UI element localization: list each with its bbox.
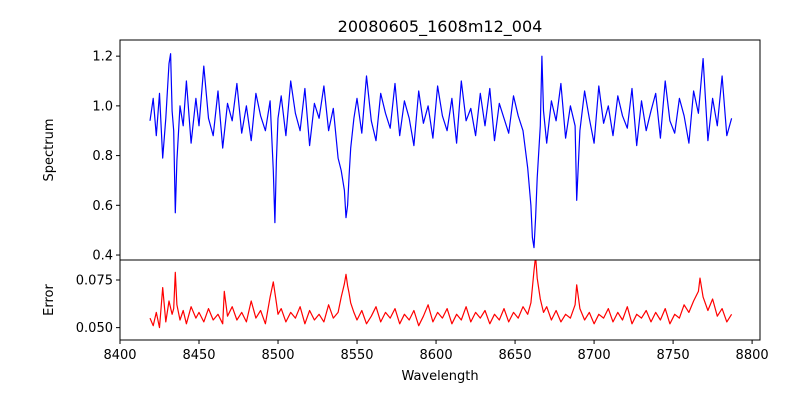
x-tick-label: 8700 (578, 348, 611, 363)
spectrum-y-tick-label: 0.8 (92, 149, 113, 164)
x-tick-label: 8450 (182, 348, 215, 363)
spectrum-y-tick-label: 1.0 (92, 99, 113, 114)
x-tick-label: 8650 (499, 348, 532, 363)
error-y-axis-label: Error (42, 284, 57, 316)
spectrum-y-tick-label: 1.2 (92, 50, 113, 65)
spectrum-axes-frame (119, 39, 761, 261)
x-tick-label: 8600 (420, 348, 453, 363)
x-tick-label: 8550 (340, 348, 373, 363)
x-axis-label: Wavelength (401, 369, 478, 384)
spectrum-y-ticks: 0.4 0.6 0.8 1.0 1.2 (92, 50, 120, 264)
error-ticks: 0.050 0.075 8400 8450 8500 8550 8600 8650 8700 87… (76, 274, 769, 364)
chart-title: 20080605_1608m12_004 (338, 17, 543, 37)
spectrum-y-axis-label: Spectrum (42, 119, 57, 182)
spectrum-y-tick-label: 0.4 (92, 249, 113, 264)
error-series-line (149, 260, 733, 329)
error-y-tick-label: 0.050 (76, 321, 113, 336)
error-plot-area (149, 260, 733, 329)
x-tick-label: 8800 (736, 348, 769, 363)
error-y-tick-label: 0.075 (76, 274, 113, 289)
error-axes-frame (119, 259, 761, 341)
spectrum-series-line (149, 53, 733, 249)
x-tick-label: 8400 (103, 348, 136, 363)
x-tick-label: 8500 (261, 348, 294, 363)
spectrum-y-tick-label: 0.6 (92, 199, 113, 214)
x-tick-label: 8750 (657, 348, 690, 363)
spectrum-plot-area (149, 53, 733, 249)
